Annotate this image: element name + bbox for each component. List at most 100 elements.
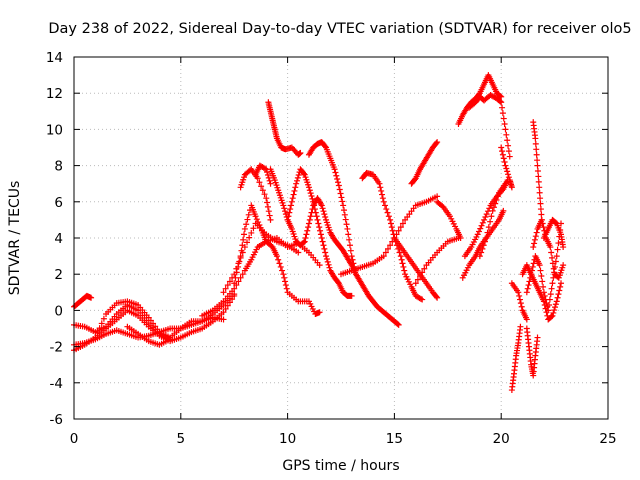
series-arc-08 (220, 220, 302, 296)
data-point (554, 294, 561, 301)
data-point (560, 244, 567, 251)
data-point (288, 198, 295, 205)
series-arc-27 (476, 180, 509, 260)
data-point (499, 110, 506, 117)
y-tick-label: 4 (54, 231, 63, 247)
data-point (281, 274, 288, 281)
data-point (264, 172, 271, 179)
data-point (264, 199, 271, 206)
data-point (340, 202, 347, 209)
data-point (558, 280, 565, 287)
series-arc-31 (530, 119, 545, 223)
data-point (505, 171, 512, 178)
data-point (261, 165, 268, 172)
y-tick-labels: -6 -4 -2 0 2 4 6 8 10 12 14 (46, 50, 63, 428)
data-point (324, 258, 331, 265)
data-point (523, 316, 530, 323)
data-point (316, 224, 323, 231)
x-tick-label: 10 (279, 431, 296, 447)
data-point (239, 271, 246, 278)
series-arc-35 (540, 216, 567, 251)
y-tick-label: 6 (54, 195, 63, 211)
data-point (292, 184, 299, 191)
x-tick-label: 25 (599, 431, 616, 447)
data-point (88, 294, 95, 301)
data-point (530, 260, 537, 267)
data-point (517, 323, 524, 330)
data-point (397, 224, 404, 231)
y-tick-label: 10 (46, 122, 63, 138)
series-arc-14 (284, 166, 355, 299)
data-point (547, 244, 554, 251)
data-point (291, 187, 298, 194)
data-point (434, 193, 441, 200)
data-point (273, 253, 280, 260)
data-point (390, 231, 397, 238)
data-point (275, 256, 282, 263)
data-point (322, 249, 329, 256)
data-point (475, 228, 482, 235)
data-point (552, 301, 559, 308)
data-point (341, 211, 348, 218)
data-point (257, 224, 264, 231)
data-point (303, 231, 310, 238)
series-arc-10 (237, 166, 274, 223)
data-point (279, 267, 286, 274)
data-point (532, 135, 539, 142)
data-point (231, 280, 238, 287)
data-point (534, 162, 541, 169)
data-point (533, 146, 540, 153)
data-point (476, 253, 483, 260)
data-point (300, 239, 307, 246)
data-point (537, 206, 544, 213)
data-point (300, 170, 307, 177)
data-point (401, 267, 408, 274)
data-point (283, 285, 290, 292)
data-point (525, 282, 532, 289)
data-point (238, 247, 245, 254)
data-point (500, 207, 507, 214)
data-point (244, 216, 251, 223)
data-point (342, 216, 349, 223)
data-point (307, 190, 314, 197)
data-point (96, 325, 103, 332)
data-point (276, 260, 283, 267)
data-point (433, 140, 440, 147)
data-point (529, 263, 536, 270)
data-point (554, 246, 561, 253)
data-point (307, 213, 314, 220)
data-point (306, 187, 313, 194)
y-tick-label: -4 (50, 376, 63, 392)
data-point (489, 207, 496, 214)
data-point (224, 302, 231, 309)
data-point (256, 179, 263, 186)
data-point (417, 295, 424, 302)
data-point (315, 220, 322, 227)
data-point (457, 235, 464, 241)
data-point (224, 282, 231, 289)
data-point (395, 227, 402, 234)
data-point (434, 294, 441, 301)
data-point (376, 180, 383, 187)
data-point (502, 162, 509, 169)
data-point (295, 249, 302, 256)
data-point (480, 242, 487, 249)
data-point (235, 278, 242, 285)
series-arc-33 (530, 216, 567, 281)
data-point (220, 289, 227, 296)
data-point (226, 278, 233, 285)
data-point (550, 309, 557, 316)
data-point (347, 247, 354, 254)
data-point (305, 220, 312, 227)
data-point (246, 234, 253, 241)
data-point (387, 220, 394, 227)
data-point (280, 202, 287, 209)
data-point (540, 283, 547, 290)
data-point (232, 274, 239, 281)
data-point (380, 198, 387, 205)
data-point (380, 253, 387, 260)
data-point (414, 276, 421, 283)
data-point (505, 148, 512, 155)
data-point (492, 200, 499, 207)
data-point (483, 211, 490, 218)
